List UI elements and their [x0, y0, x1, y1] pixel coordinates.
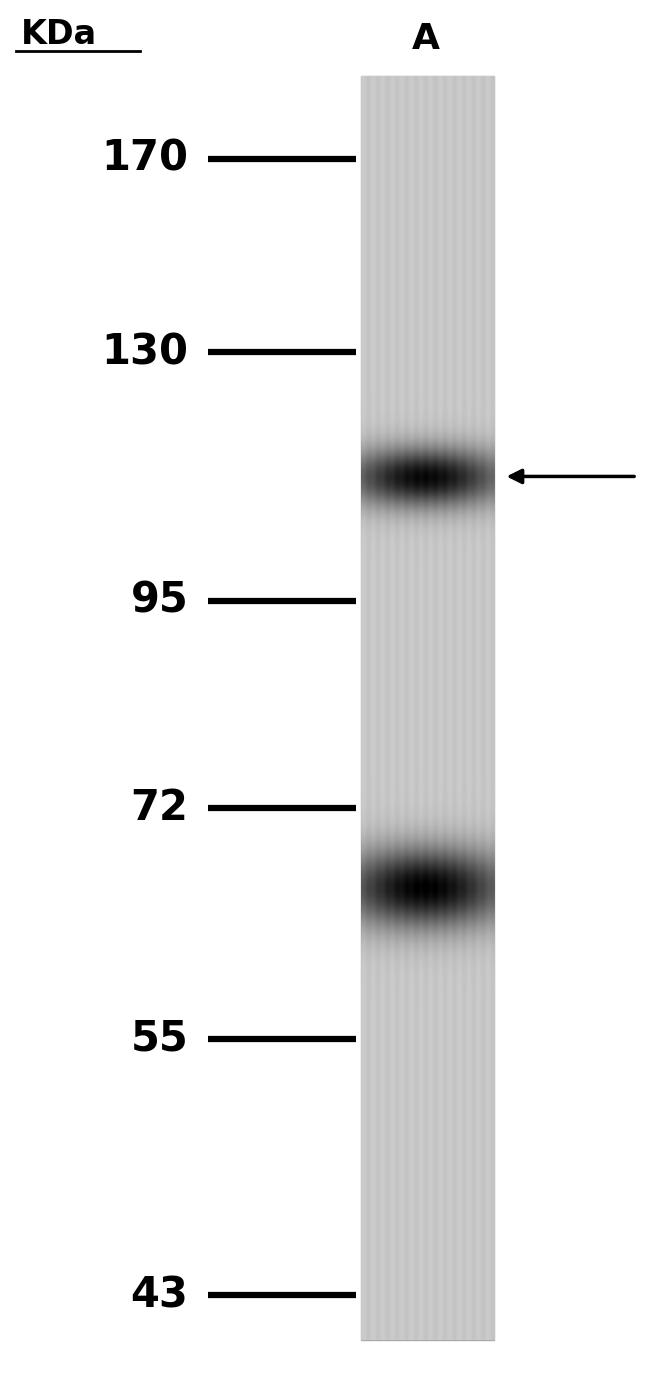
Text: 72: 72 [131, 787, 188, 829]
Bar [418, 76, 428, 1340]
Bar [361, 76, 370, 1340]
Text: 43: 43 [131, 1275, 188, 1316]
Bar [484, 76, 494, 1340]
Bar [380, 76, 389, 1340]
Text: 170: 170 [101, 138, 188, 180]
Bar [465, 76, 475, 1340]
Text: 130: 130 [101, 331, 188, 373]
Bar [408, 76, 418, 1340]
Text: 55: 55 [131, 1018, 188, 1059]
Bar [456, 76, 465, 1340]
Bar [447, 76, 456, 1340]
Bar [437, 76, 447, 1340]
Text: KDa: KDa [20, 18, 97, 51]
Bar [361, 76, 494, 1340]
Bar [428, 76, 437, 1340]
Text: A: A [411, 22, 440, 55]
Bar [370, 76, 380, 1340]
Text: 95: 95 [131, 580, 188, 621]
Bar [389, 76, 399, 1340]
Bar [475, 76, 484, 1340]
Bar [399, 76, 408, 1340]
